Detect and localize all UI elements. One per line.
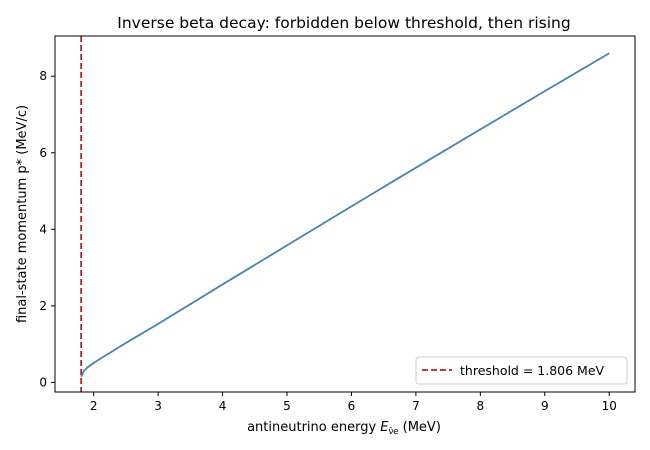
y-tick-label: 0: [39, 375, 47, 389]
x-tick-label: 7: [412, 399, 420, 413]
y-tick-label: 8: [39, 69, 47, 83]
x-tick-label: 9: [541, 399, 549, 413]
y-tick-label: 6: [39, 146, 47, 160]
x-tick-label: 2: [90, 399, 98, 413]
x-axis-label-unit: (MeV): [403, 420, 441, 435]
legend-threshold-label: threshold = 1.806 MeV: [460, 363, 605, 378]
series-line-0: [80, 52, 610, 378]
legend-box: [415, 356, 628, 385]
x-axis-label-subscript: ν̄e: [389, 427, 399, 437]
x-tick-label: 6: [348, 399, 356, 413]
x-tick-label: 8: [477, 399, 485, 413]
x-tick-label: 4: [219, 399, 227, 413]
x-axis-label-text: antineutrino energy: [247, 420, 376, 435]
plot-area: [80, 36, 610, 392]
chart-title: Inverse beta decay: forbidden below thre…: [117, 14, 570, 32]
plot-frame: [54, 35, 636, 393]
x-tick-label: 5: [283, 399, 291, 413]
legend: threshold = 1.806 MeV: [415, 356, 628, 385]
y-tick-label: 2: [39, 299, 47, 313]
y-tick-label: 4: [39, 222, 47, 236]
axis-ticks: 2 3 4 5 6 7 8 9 10 0 2 4 6 8: [39, 69, 617, 413]
x-axis-label: antineutrino energy Eν̄e (MeV): [247, 420, 441, 437]
y-axis-label: final-state momentum p* (MeV/c): [15, 105, 30, 323]
x-tick-label: 10: [602, 399, 617, 413]
x-axis-label-symbol: E: [380, 420, 389, 435]
x-tick-label: 3: [154, 399, 162, 413]
